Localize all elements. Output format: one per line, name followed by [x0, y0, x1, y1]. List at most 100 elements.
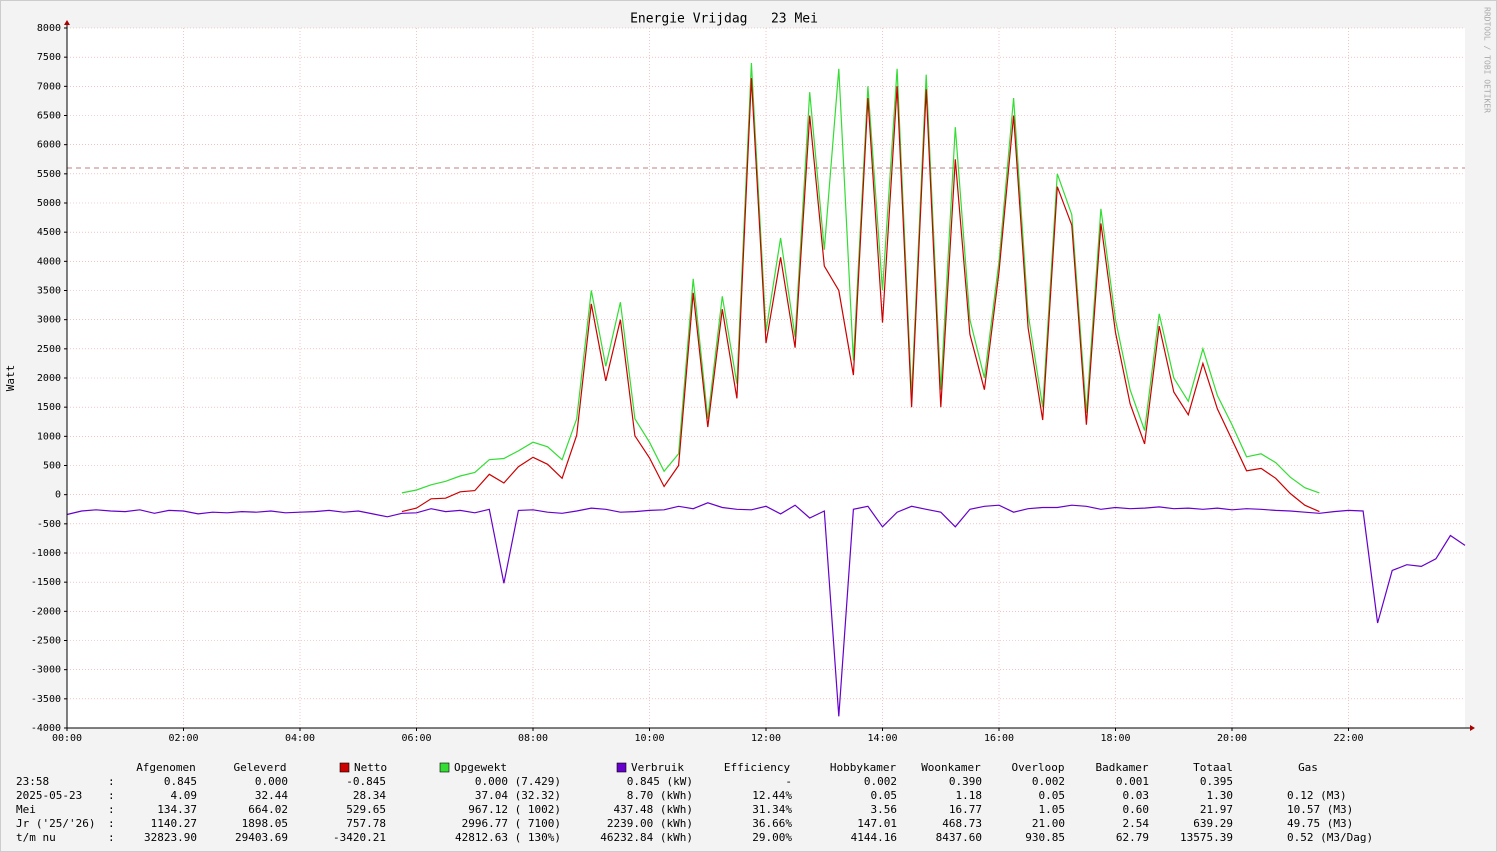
cell: 2996.77 ( 7100) — [462, 817, 561, 830]
cell: 8.70 (kWh) — [627, 789, 693, 802]
y-tick-label: -1000 — [31, 548, 61, 559]
x-tick-label: 10:00 — [634, 733, 664, 744]
cell: 437.48 (kWh) — [614, 803, 693, 816]
column-header: Efficiency — [724, 761, 791, 774]
cell: 2.54 — [1123, 817, 1150, 830]
column-header: Overloop — [1012, 761, 1065, 774]
column-header: Woonkamer — [921, 761, 981, 774]
x-tick-label: 04:00 — [285, 733, 315, 744]
y-tick-label: -500 — [37, 519, 61, 530]
cell: 0.05 — [1039, 789, 1066, 802]
y-tick-label: 6500 — [37, 111, 61, 122]
y-tick-label: 7000 — [37, 81, 61, 92]
column-header: Gas — [1298, 761, 1318, 774]
cell: 3.56 — [871, 803, 898, 816]
cell: 0.395 — [1200, 775, 1233, 788]
row-label: Mei — [16, 803, 36, 816]
side-text: RRDTOOL / TOBI OETIKER — [1483, 7, 1492, 113]
cell: 21.97 — [1200, 803, 1233, 816]
y-tick-label: -3000 — [31, 665, 61, 676]
row-label: 2025-05-23 — [16, 789, 82, 802]
cell: 28.34 — [353, 789, 386, 802]
x-tick-label: 12:00 — [751, 733, 781, 744]
column-header: Badkamer — [1096, 761, 1149, 774]
x-tick-label: 20:00 — [1217, 733, 1247, 744]
cell: 21.00 — [1032, 817, 1065, 830]
x-tick-label: 02:00 — [168, 733, 198, 744]
cell: 1.18 — [956, 789, 983, 802]
y-tick-label: 7500 — [37, 52, 61, 63]
separator: : — [108, 803, 115, 816]
cell: 0.12 (M3) — [1287, 789, 1347, 802]
cell: 32.44 — [255, 789, 288, 802]
row-label: Jr ('25/'26) — [16, 817, 95, 830]
column-header: Afgenomen — [136, 761, 196, 774]
cell: 8437.60 — [936, 831, 982, 844]
series-line — [66, 502, 1466, 717]
cell: 639.29 — [1193, 817, 1233, 830]
cell: 31.34% — [752, 803, 792, 816]
cell: -3420.21 — [333, 831, 386, 844]
x-tick-label: 14:00 — [867, 733, 897, 744]
cell: 0.60 — [1123, 803, 1150, 816]
cell: 529.65 — [346, 803, 386, 816]
x-tick-label: 18:00 — [1100, 733, 1130, 744]
row-label: 23:58 — [16, 775, 49, 788]
series-line — [401, 62, 1320, 494]
cell: -0.845 — [346, 775, 386, 788]
cell: 147.01 — [857, 817, 897, 830]
separator: : — [108, 789, 115, 802]
cell: - — [785, 775, 792, 788]
y-tick-label: 500 — [43, 461, 61, 472]
y-tick-label: -2500 — [31, 636, 61, 647]
axis-arrow — [64, 20, 70, 25]
cell: 0.000 (7.429) — [475, 775, 561, 788]
cell: 46232.84 (kWh) — [600, 831, 693, 844]
separator: : — [108, 831, 115, 844]
y-tick-label: 5500 — [37, 169, 61, 180]
x-tick-label: 22:00 — [1333, 733, 1363, 744]
cell: 4.09 — [171, 789, 198, 802]
x-tick-label: 08:00 — [518, 733, 548, 744]
cell: 13575.39 — [1180, 831, 1233, 844]
y-tick-label: -3500 — [31, 694, 61, 705]
y-tick-label: 2500 — [37, 344, 61, 355]
cell: 42812.63 ( 130%) — [455, 831, 561, 844]
y-axis-label: Watt — [4, 365, 17, 392]
cell: 0.52 (M3/Dag) — [1287, 831, 1373, 844]
cell: 62.79 — [1116, 831, 1149, 844]
x-tick-label: 06:00 — [401, 733, 431, 744]
separator: : — [108, 817, 115, 830]
cell: 12.44% — [752, 789, 792, 802]
legend-swatch — [339, 762, 350, 773]
y-tick-label: 3000 — [37, 315, 61, 326]
legend-label: Verbruik — [631, 761, 684, 774]
cell: 1140.27 — [151, 817, 197, 830]
cell: 0.000 — [255, 775, 288, 788]
y-tick-label: -4000 — [31, 723, 61, 734]
y-tick-label: -1500 — [31, 577, 61, 588]
y-tick-label: -2000 — [31, 606, 61, 617]
cell: 10.57 (M3) — [1287, 803, 1353, 816]
cell: 134.37 — [157, 803, 197, 816]
cell: 757.78 — [346, 817, 386, 830]
legend-swatch — [439, 762, 450, 773]
cell: 2239.00 (kWh) — [607, 817, 693, 830]
cell: 0.845 — [164, 775, 197, 788]
cell: 1.05 — [1039, 803, 1066, 816]
y-tick-label: 4500 — [37, 227, 61, 238]
cell: 468.73 — [942, 817, 982, 830]
cell: 29403.69 — [235, 831, 288, 844]
legend-label: Netto — [354, 761, 387, 774]
cell: 49.75 (M3) — [1287, 817, 1353, 830]
cell: 29.00% — [752, 831, 792, 844]
row-label: t/m nu — [16, 831, 56, 844]
column-header: Hobbykamer — [830, 761, 897, 774]
cell: 32823.90 — [144, 831, 197, 844]
cell: 664.02 — [248, 803, 288, 816]
chart-title: Energie Vrijdag 23 Mei — [630, 12, 818, 27]
plot — [66, 27, 1466, 729]
column-header: Geleverd — [234, 761, 287, 774]
column-header: Totaal — [1193, 761, 1233, 774]
